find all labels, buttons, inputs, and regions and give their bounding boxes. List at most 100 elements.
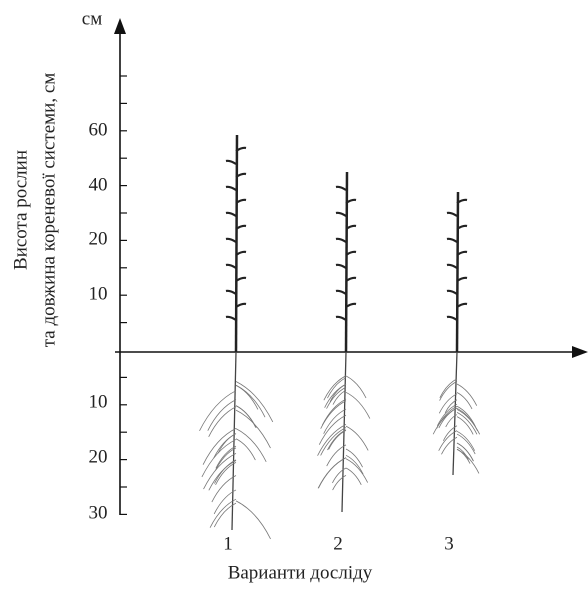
plant-stem [455,191,460,353]
leaf [456,198,468,204]
main-root [452,351,458,476]
leaf [225,211,237,217]
main-root [341,351,347,513]
leaf [456,302,468,308]
root [201,439,237,478]
root [445,414,458,428]
root [320,427,347,456]
root [235,384,259,410]
leaf [335,211,347,217]
root [345,467,362,486]
leaf [335,315,347,321]
root [438,393,458,414]
leaf [446,315,458,321]
root [207,399,237,431]
root [345,448,363,468]
y-label: Висота рослин [10,150,31,270]
leaf [235,276,247,282]
root [215,445,237,469]
leaf [225,159,237,165]
root [320,400,347,429]
x-arrow [572,346,588,358]
root [441,436,458,455]
root [235,438,256,461]
root [438,430,458,451]
tick-label: 30 [89,502,108,523]
root [456,409,481,435]
root [332,467,347,484]
root [318,457,347,489]
root [456,430,475,451]
root [203,453,237,490]
leaf [235,224,247,230]
leaf [225,185,237,191]
variant-label: 2 [333,533,343,554]
main-root [231,351,237,531]
root [456,446,469,460]
root [323,408,347,434]
leaf [446,237,458,243]
leaf [345,198,357,204]
root [235,381,274,423]
leaf [235,146,247,152]
root [327,429,347,451]
root [235,405,257,428]
root [439,381,458,401]
root [199,390,237,432]
leaf [225,263,237,269]
root [444,399,458,413]
root [456,407,478,432]
root [213,433,237,459]
tick-label: 20 [89,446,108,467]
root [235,500,271,540]
leaf [235,172,247,178]
tick-label: 20 [89,228,108,249]
root [456,442,474,462]
tick-label: 10 [89,283,108,304]
root [202,428,237,465]
x-label: Варианти досліду [228,562,373,583]
root [456,392,473,410]
leaf [456,224,468,230]
leaf [225,315,237,321]
root [456,433,476,455]
root [345,454,364,475]
root [326,444,347,467]
root [208,406,237,437]
root [209,498,237,528]
root [332,475,347,491]
tick-label: 60 [89,119,108,140]
unit-label: см [82,8,102,29]
root [235,409,271,449]
leaf [446,211,458,217]
root [456,405,476,427]
root [456,416,474,435]
root [215,461,237,486]
root [329,383,347,402]
root [213,502,237,528]
root [456,383,478,406]
root [332,389,347,405]
leaf [345,276,357,282]
leaf [225,289,237,295]
root [214,459,237,484]
leaf [335,263,347,269]
root [456,442,474,462]
root [439,378,458,398]
leaf [235,302,247,308]
y-label: та довжина кореневої системи, см [38,73,59,348]
root [345,391,371,419]
leaf [225,237,237,243]
root [432,407,458,435]
leaf [235,198,247,204]
leaf [345,302,357,308]
leaf [456,250,468,256]
plant-stem [234,134,239,353]
tick-label: 10 [89,391,108,412]
leaf [345,250,357,256]
root [317,424,347,456]
leaf [345,224,357,230]
root [318,414,347,445]
root [443,425,458,441]
